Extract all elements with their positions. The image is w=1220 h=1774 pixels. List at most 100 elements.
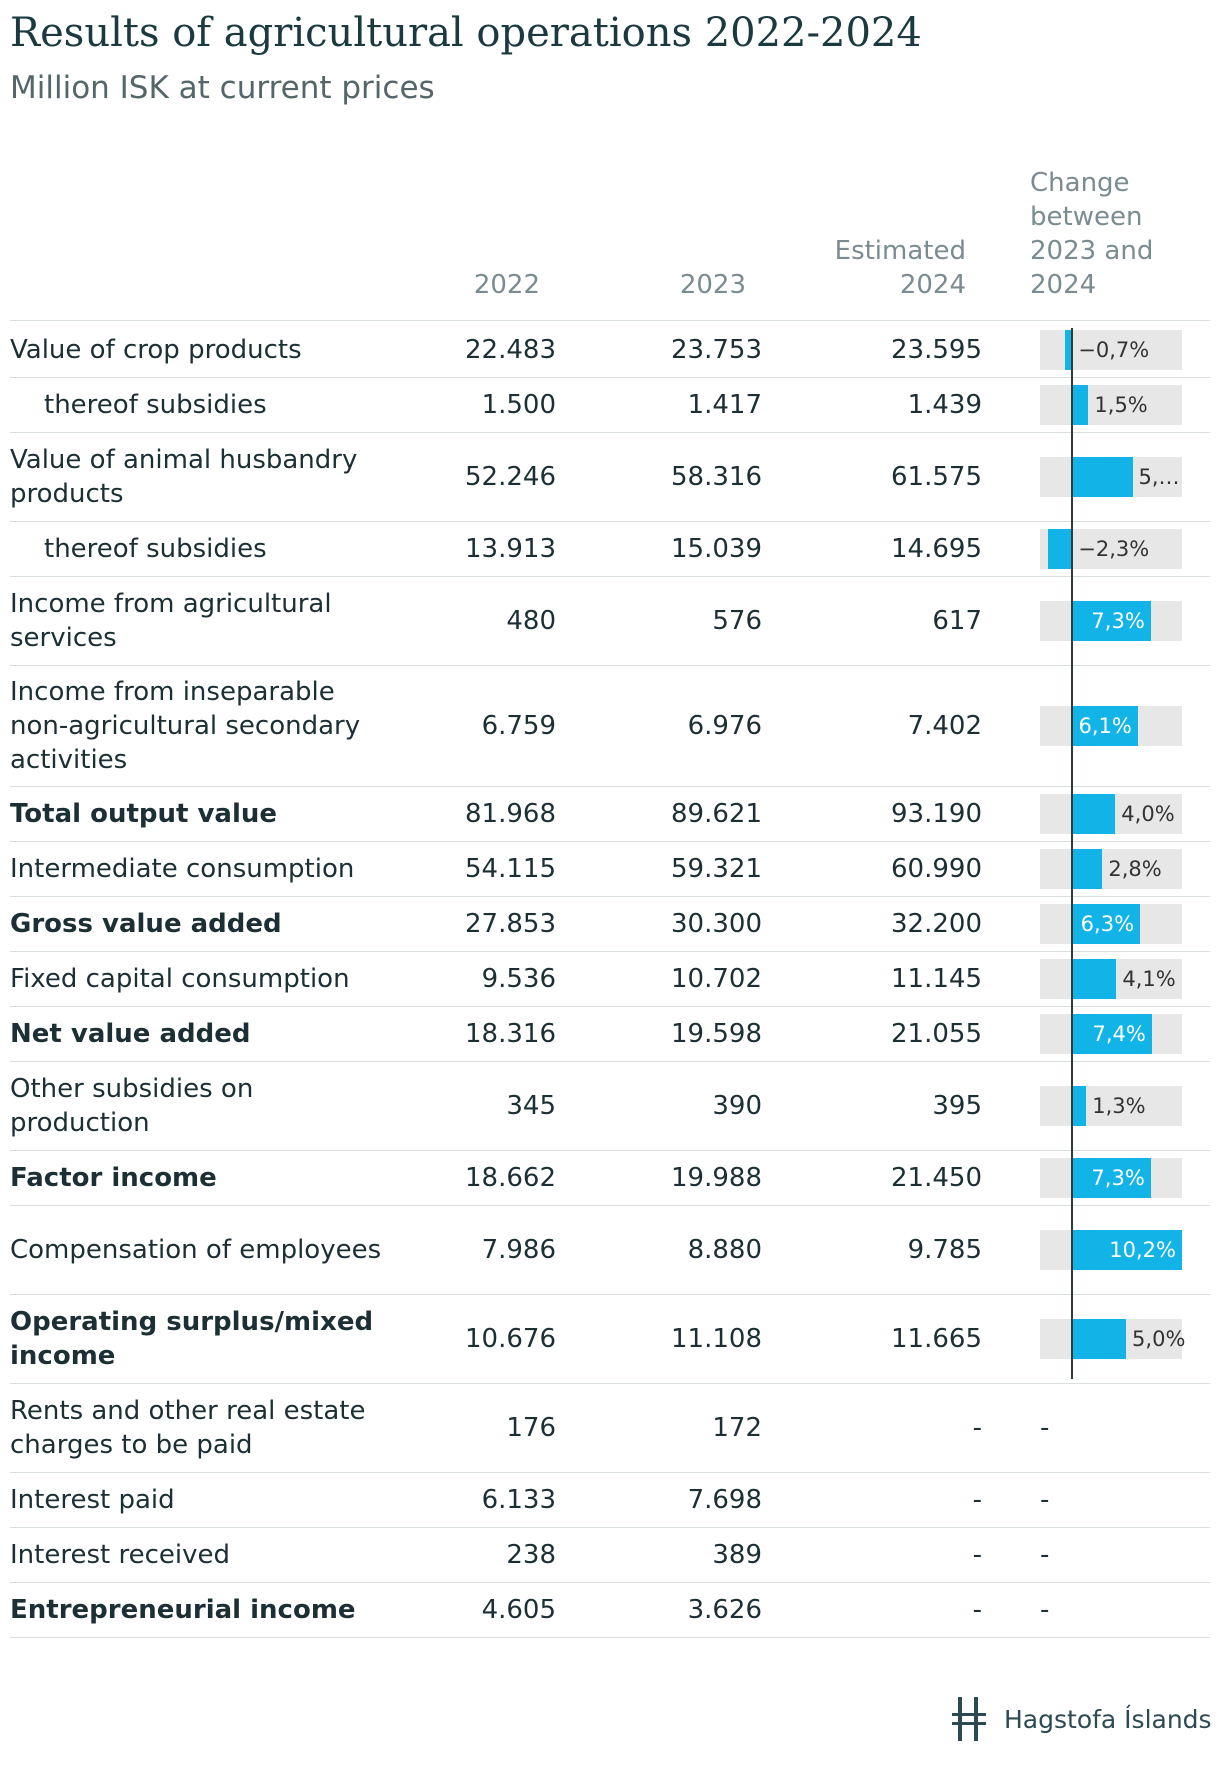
cell-v2022: 27.853 xyxy=(465,909,556,939)
cell-v2023: 19.598 xyxy=(671,1019,762,1049)
change-bar xyxy=(1072,457,1133,497)
table-row: Gross value added 27.853 30.300 32.200 6,3% xyxy=(10,897,1210,952)
cell-v2023: 8.880 xyxy=(687,1235,762,1265)
change-bar xyxy=(1072,959,1117,999)
cell-v2022: 480 xyxy=(506,606,556,636)
header-change-line3: 2023 and xyxy=(1030,236,1154,266)
table-row: Total output value 81.968 89.621 93.190 4,0% xyxy=(10,787,1210,842)
row-label: Rents and other real estate charges to b… xyxy=(10,1396,366,1460)
cell-v2023: 3.626 xyxy=(687,1595,762,1625)
bar-track: 1,5% xyxy=(1040,385,1182,425)
chart-title: Results of agricultural operations 2022-… xyxy=(10,10,922,56)
change-dash: - xyxy=(1040,1413,1050,1443)
table-row: Income from agricultural services 480 576 6… xyxy=(10,577,1210,666)
change-label: 7,3% xyxy=(1091,1166,1145,1190)
cell-v2022: 18.662 xyxy=(465,1163,556,1193)
cell-v2023: 390 xyxy=(712,1091,762,1121)
row-label: Compensation of employees xyxy=(10,1235,382,1265)
cell-v2022: 10.676 xyxy=(465,1324,556,1354)
change-label: 1,3% xyxy=(1092,1094,1146,1118)
cell-v2022: 238 xyxy=(506,1540,556,1570)
table-row: Rents and other real estate charges to b… xyxy=(10,1384,1210,1473)
change-bar xyxy=(1072,1086,1087,1126)
header-change-line2: between xyxy=(1030,202,1143,232)
cell-v2024: - xyxy=(972,1485,982,1515)
change-bar-cell: 7,3% xyxy=(1040,577,1182,665)
cell-v2023: 15.039 xyxy=(671,534,762,564)
table-row: Value of animal husbandry products 52.246… xyxy=(10,433,1210,522)
cell-v2022: 6.759 xyxy=(481,711,556,741)
cell-v2024: 9.785 xyxy=(907,1235,982,1265)
cell-v2024: 395 xyxy=(932,1091,982,1121)
bar-track: 4,0% xyxy=(1040,794,1182,834)
cell-v2022: 22.483 xyxy=(465,335,556,365)
bar-track: 5,0% xyxy=(1040,1319,1186,1359)
cell-v2024: 21.055 xyxy=(891,1019,982,1049)
change-label: 7,4% xyxy=(1092,1022,1146,1046)
table-row: Operating surplus/mixed income 10.676 11.1… xyxy=(10,1295,1210,1384)
change-dash: - xyxy=(1040,1540,1050,1570)
change-dash: - xyxy=(1040,1485,1050,1515)
bar-track: −2,3% xyxy=(1040,529,1182,569)
change-bar xyxy=(1047,529,1073,569)
change-bar-cell: 7,3% xyxy=(1040,1151,1182,1205)
cell-v2023: 19.988 xyxy=(671,1163,762,1193)
change-label: 7,3% xyxy=(1091,609,1145,633)
cell-v2023: 172 xyxy=(712,1413,762,1443)
row-label: Operating surplus/mixed income xyxy=(10,1307,374,1371)
hagstofa-logo-icon xyxy=(952,1697,986,1741)
change-bar-cell: −0,7% xyxy=(1040,323,1182,377)
change-bar-cell: 1,3% xyxy=(1040,1062,1182,1150)
change-label: 5,0% xyxy=(1132,1327,1186,1351)
cell-v2023: 58.316 xyxy=(671,462,762,492)
cell-v2022: 1.500 xyxy=(481,390,556,420)
row-label: Interest received xyxy=(10,1540,230,1570)
table-row: Fixed capital consumption 9.536 10.702 11.1… xyxy=(10,952,1210,1007)
change-bar xyxy=(1072,601,1151,641)
change-bar-cell: 2,8% xyxy=(1040,842,1182,896)
cell-v2022: 4.605 xyxy=(481,1595,556,1625)
cell-v2024: 23.595 xyxy=(891,335,982,365)
cell-v2023: 10.702 xyxy=(671,964,762,994)
change-bar xyxy=(1072,794,1116,834)
cell-v2022: 6.133 xyxy=(481,1485,556,1515)
table-row: Intermediate consumption 54.115 59.321 60.9… xyxy=(10,842,1210,897)
change-label: −2,3% xyxy=(1078,537,1150,561)
change-bar xyxy=(1072,1319,1127,1359)
cell-v2022: 81.968 xyxy=(465,799,556,829)
cell-v2023: 89.621 xyxy=(671,799,762,829)
change-bar xyxy=(1072,904,1141,944)
change-bar-cell: 5,… xyxy=(1040,433,1182,521)
cell-v2024: 11.145 xyxy=(891,964,982,994)
bar-track: 7,3% xyxy=(1040,1158,1182,1198)
table-row: Income from inseparable non-agricultural… xyxy=(10,666,1210,787)
table-row: Entrepreneurial income 4.605 3.626 - - xyxy=(10,1583,1210,1638)
table-row: Interest paid 6.133 7.698 - - xyxy=(10,1473,1210,1528)
row-label: Value of crop products xyxy=(10,335,302,365)
cell-v2023: 576 xyxy=(712,606,762,636)
table-row: thereof subsidies 1.500 1.417 1.439 1,5% xyxy=(10,378,1210,433)
bar-track: 7,4% xyxy=(1040,1014,1182,1054)
change-bar-cell: 4,1% xyxy=(1040,952,1182,1006)
header-2022: 2022 xyxy=(473,270,540,300)
chart-subtitle: Million ISK at current prices xyxy=(10,70,435,106)
header-2023: 2023 xyxy=(679,270,746,300)
change-label: 1,5% xyxy=(1094,393,1148,417)
cell-v2022: 345 xyxy=(506,1091,556,1121)
change-bar xyxy=(1072,385,1089,425)
change-bar xyxy=(1072,706,1138,746)
change-label: 6,1% xyxy=(1078,714,1132,738)
row-label: Factor income xyxy=(10,1163,217,1193)
change-label: 10,2% xyxy=(1109,1238,1176,1262)
cell-v2022: 7.986 xyxy=(481,1235,556,1265)
row-label: Entrepreneurial income xyxy=(10,1595,356,1625)
cell-v2024: - xyxy=(972,1413,982,1443)
logo: Hagstofa Íslands xyxy=(950,1695,1212,1743)
change-bar-cell: 5,0% xyxy=(1040,1295,1186,1383)
cell-v2022: 176 xyxy=(506,1413,556,1443)
cell-v2023: 59.321 xyxy=(671,854,762,884)
cell-v2024: 7.402 xyxy=(907,711,982,741)
change-label: 4,1% xyxy=(1122,967,1176,991)
row-label: thereof subsidies xyxy=(44,534,267,564)
change-bar xyxy=(1072,849,1103,889)
